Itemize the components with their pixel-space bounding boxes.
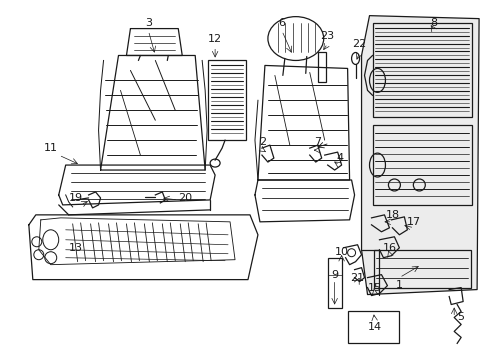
Text: 17: 17 [407, 217, 421, 227]
Text: 15: 15 [367, 283, 381, 293]
Text: 4: 4 [335, 153, 343, 163]
Text: 20: 20 [178, 193, 192, 203]
Text: 23: 23 [320, 31, 334, 41]
Text: 16: 16 [382, 243, 396, 253]
Text: 8: 8 [430, 18, 437, 28]
Text: 1: 1 [395, 280, 402, 289]
Bar [372, 23, 471, 117]
Text: 2: 2 [259, 137, 266, 147]
Text: 21: 21 [350, 273, 364, 283]
Text: 18: 18 [385, 210, 399, 220]
Text: 7: 7 [313, 137, 321, 147]
Text: 12: 12 [207, 33, 222, 44]
Text: 3: 3 [144, 18, 152, 28]
Polygon shape [361, 15, 478, 294]
Text: 6: 6 [278, 18, 285, 28]
Text: 5: 5 [457, 312, 464, 323]
Text: 9: 9 [330, 270, 338, 280]
Text: 10: 10 [334, 247, 348, 257]
Bar [347, 311, 399, 343]
Bar [208, 60, 245, 140]
Text: 13: 13 [68, 243, 82, 253]
Bar [373, 250, 470, 288]
Bar [327, 258, 341, 307]
Bar [317, 53, 325, 82]
Text: 14: 14 [366, 323, 381, 332]
Text: 11: 11 [43, 143, 58, 153]
Bar [372, 125, 471, 205]
Text: 19: 19 [68, 193, 82, 203]
Text: 22: 22 [352, 39, 366, 49]
